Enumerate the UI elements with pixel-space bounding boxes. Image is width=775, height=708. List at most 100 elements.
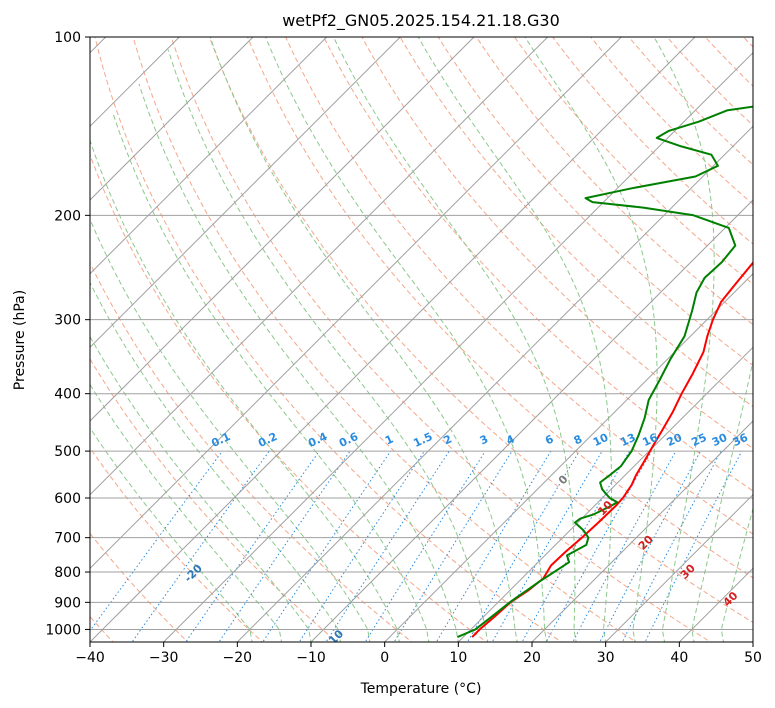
moist-adiabat (90, 281, 342, 642)
mixing-ratio-line (435, 450, 552, 642)
mixing-ratio-label: 0.2 (256, 430, 279, 450)
mixing-ratio-line (218, 450, 351, 642)
isotherm (678, 567, 753, 642)
x-tick-label: 20 (523, 650, 541, 666)
mixing-ratio-label: 25 (689, 431, 708, 449)
plot-frame (89, 36, 754, 643)
isotherm (457, 346, 753, 642)
isotherm (90, 37, 328, 275)
moist-adiabat-label: 40 (721, 589, 741, 609)
dry-adiabat (399, 37, 753, 408)
mixing-ratio-label: 0.4 (306, 430, 329, 450)
moist-adiabats (90, 37, 753, 642)
isotherm (90, 37, 475, 422)
isotherm (236, 125, 753, 642)
dry-adiabat (132, 37, 637, 642)
dry-adiabat (90, 153, 488, 642)
mixing-ratio-line (185, 450, 320, 642)
isotherm (90, 37, 549, 496)
dry-adiabats (90, 37, 753, 642)
isotherm (384, 272, 753, 642)
mixing-ratio-line (599, 450, 701, 642)
line-labels: -100-90-80-70-60-50-40-30-20-100.10.20.4… (182, 430, 751, 650)
y-tick-label: 600 (54, 491, 81, 507)
mixing-ratio-label: 16 (640, 431, 660, 449)
dry-adiabat (285, 37, 753, 535)
mixing-ratio-label: 30 (710, 431, 730, 449)
plot-background (90, 37, 753, 642)
mixing-ratio-label: 4 (504, 432, 517, 447)
dry-adiabat (704, 37, 753, 87)
dry-adiabat (437, 37, 753, 367)
isotherm (310, 199, 753, 642)
dry-adiabat (94, 37, 563, 642)
mixing-ratio-line (491, 450, 603, 642)
mixing-ratio-line (466, 450, 580, 642)
isotherm (531, 420, 753, 642)
axes: −40 −30 −20 −10 0 10 20 30 40 5010020030040050060… (45, 30, 762, 666)
moist-adiabat (653, 37, 715, 642)
isotherms (90, 37, 753, 642)
y-tick-label: 1000 (45, 622, 81, 638)
x-tick-label: 50 (744, 650, 762, 666)
dry-adiabat (323, 37, 753, 492)
mixing-ratio-label: 2 (442, 432, 454, 447)
x-tick-label: 30 (597, 650, 615, 666)
mixing-ratio-label: 13 (618, 431, 637, 449)
moist-adiabat-label: 30 (678, 561, 698, 581)
x-tick-label: 10 (449, 650, 467, 666)
moist-adiabat (167, 49, 489, 642)
dry-adiabat (246, 37, 753, 579)
isotherm (90, 37, 254, 201)
moist-adiabat (90, 335, 312, 642)
mixing-ratio-line (298, 450, 425, 642)
mixing-ratio-line (572, 450, 677, 642)
y-tick-label: 400 (54, 387, 81, 403)
dewpoint-profile (457, 105, 753, 639)
temperature-profile (471, 261, 753, 638)
mixing-ratio-line (644, 450, 743, 642)
dry-adiabat (90, 358, 338, 642)
dry-adiabat (590, 37, 753, 205)
moist-adiabat (417, 37, 613, 642)
dry-adiabat (361, 37, 753, 450)
moist-adiabat-label: 10 (595, 498, 615, 518)
mixing-ratio-label: 6 (543, 432, 556, 447)
y-tick-label: 500 (54, 444, 81, 460)
x-tick-label: 0 (380, 650, 389, 666)
mixing-ratio-label: 8 (572, 432, 584, 447)
isotherm (163, 51, 753, 642)
mixing-ratio-label: 36 (731, 431, 751, 449)
dry-adiabat-label: -20 (182, 561, 205, 584)
moist-adiabat (691, 358, 753, 642)
y-axis-label: Pressure (hPa) (12, 290, 28, 390)
mixing-ratio-line (325, 450, 450, 642)
x-tick-label: −10 (296, 650, 326, 666)
dry-adiabat (170, 37, 712, 642)
isotherm (90, 37, 622, 570)
isotherm (90, 37, 401, 349)
mixing-ratio-line (393, 450, 513, 642)
dry-adiabat-label: -10 (323, 627, 346, 650)
dry-adiabat (666, 37, 753, 127)
dry-adiabat (90, 447, 264, 642)
mixing-ratio-line (621, 450, 722, 642)
moist-adiabat (332, 37, 577, 642)
isobars (90, 37, 753, 630)
mixing-ratio-line (364, 450, 486, 642)
sounding-profiles (457, 105, 753, 639)
x-tick-label: −40 (75, 650, 105, 666)
moist-adiabat (720, 506, 753, 642)
moist-adiabat (90, 383, 283, 642)
mixing-ratio-label: 0.6 (337, 430, 360, 450)
mixing-ratio-label: 0.1 (209, 430, 232, 450)
mixing-ratio-label: 1 (383, 432, 395, 447)
isotherm (90, 37, 696, 642)
mixing-ratio-label: 10 (591, 431, 611, 449)
x-tick-label: 40 (670, 650, 688, 666)
y-tick-label: 100 (54, 30, 81, 46)
mixing-ratio-lines (90, 450, 743, 642)
y-tick-label: 700 (54, 531, 81, 547)
chart-title: wetPf2_GN05.2025.154.21.18.G30 (282, 11, 560, 31)
